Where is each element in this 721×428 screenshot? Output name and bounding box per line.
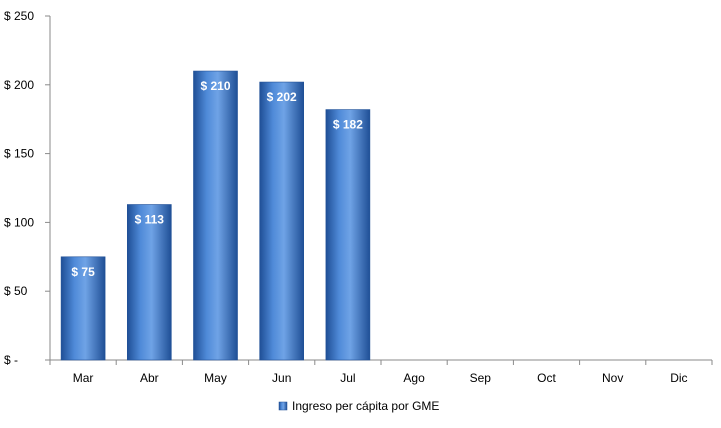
y-tick-label: $ 50 [4, 284, 28, 298]
bar [325, 109, 371, 361]
y-tick-label: $ 250 [4, 9, 34, 23]
legend-swatch [278, 401, 288, 411]
data-labels: $ 75 $ 113 $ 210 $ 202 $ 182 [71, 79, 363, 279]
data-label: $ 75 [71, 265, 95, 279]
x-tick-label: Sep [470, 371, 492, 385]
bar-series [60, 70, 371, 361]
x-tick-label: May [204, 371, 227, 385]
data-label: $ 182 [333, 118, 363, 132]
y-tick-label: $ 150 [4, 147, 34, 161]
x-tick-label: Abr [140, 371, 159, 385]
data-label: $ 210 [200, 79, 230, 93]
data-label: $ 202 [267, 90, 297, 104]
y-axis: $ - $ 50 $ 100 $ 150 $ 200 $ 250 [4, 9, 51, 367]
bar [60, 256, 106, 361]
x-tick-label: Jul [340, 371, 355, 385]
x-tick-label: Ago [403, 371, 425, 385]
y-tick-label: $ - [4, 353, 18, 367]
x-tick-label: Jun [272, 371, 291, 385]
y-tick-label: $ 200 [4, 78, 34, 92]
bar [259, 81, 305, 361]
legend: Ingreso per cápita por GME [278, 399, 439, 413]
bar [127, 204, 172, 361]
x-tick-label: Oct [537, 371, 556, 385]
x-axis: Mar Abr May Jun Jul Ago Sep Oct Nov Dic [49, 359, 713, 385]
bar [193, 70, 238, 361]
x-tick-label: Nov [602, 371, 623, 385]
x-tick-label: Mar [73, 371, 94, 385]
data-label: $ 113 [135, 213, 165, 227]
y-tick-label: $ 100 [4, 215, 34, 229]
x-tick-label: Dic [670, 371, 687, 385]
legend-label: Ingreso per cápita por GME [292, 399, 439, 413]
